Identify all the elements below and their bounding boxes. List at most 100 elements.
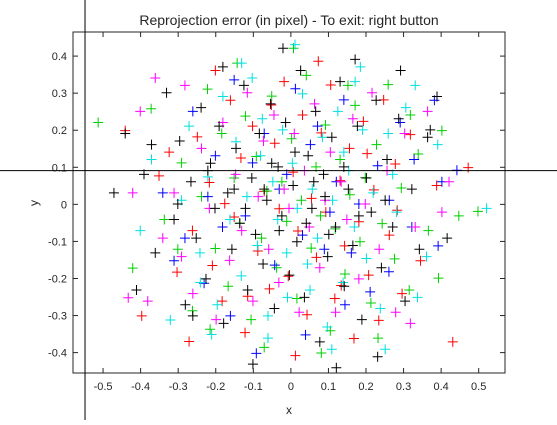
data-point <box>268 110 279 121</box>
data-point <box>339 299 350 310</box>
data-point <box>256 233 267 244</box>
x-axis-ticks: -0.5 -0.4 -0.3 -0.2 -0.1 0 0.1 0.2 0.3 0.4 0.5 <box>94 32 486 393</box>
data-point <box>380 344 391 355</box>
data-point <box>229 211 240 222</box>
data-point <box>392 205 403 216</box>
data-point <box>306 203 317 214</box>
y-tick-label: -0.2 <box>48 273 67 285</box>
data-point <box>277 124 288 135</box>
data-point <box>342 80 353 91</box>
data-point <box>259 342 270 353</box>
y-tick-label: 0.3 <box>52 88 67 100</box>
data-point <box>361 253 372 264</box>
data-point <box>371 139 382 150</box>
data-point <box>127 187 138 198</box>
data-point <box>179 80 190 91</box>
data-point <box>312 233 323 244</box>
data-point <box>325 80 336 91</box>
data-point <box>234 218 245 229</box>
data-point <box>157 233 168 244</box>
data-point <box>294 307 305 318</box>
data-point <box>280 117 291 128</box>
data-point <box>281 216 292 227</box>
data-point <box>169 214 180 225</box>
data-point <box>276 210 287 221</box>
y-tick-label: -0.3 <box>48 311 67 323</box>
data-point <box>212 299 223 310</box>
data-point <box>356 314 367 325</box>
data-point <box>306 193 317 204</box>
data-point <box>223 281 234 292</box>
data-point <box>324 207 335 218</box>
data-point <box>284 203 294 214</box>
data-point <box>395 65 406 76</box>
data-point <box>274 225 285 236</box>
data-point <box>288 180 299 191</box>
data-point <box>261 186 272 197</box>
data-point <box>350 54 361 65</box>
data-point <box>346 247 357 258</box>
data-point <box>225 95 236 106</box>
data-point <box>433 273 444 284</box>
data-point <box>161 87 172 98</box>
data-point <box>288 167 299 178</box>
data-point <box>409 154 420 165</box>
data-point <box>172 267 183 278</box>
data-point <box>246 173 257 184</box>
axes-background <box>73 32 505 373</box>
data-point <box>396 183 407 194</box>
data-point <box>297 230 308 241</box>
data-point <box>142 296 153 307</box>
chart-title: Reprojection error (in pixel) - To exit:… <box>139 12 438 28</box>
data-point <box>281 247 292 258</box>
data-point <box>405 318 416 329</box>
data-point <box>217 221 228 232</box>
data-point <box>297 110 308 121</box>
data-point <box>301 70 312 81</box>
data-point <box>412 292 423 303</box>
data-point <box>247 72 258 83</box>
data-point <box>225 214 236 225</box>
data-point <box>393 113 404 124</box>
data-point <box>422 132 433 143</box>
data-point <box>277 43 288 54</box>
data-point <box>257 113 268 124</box>
data-point <box>332 106 343 117</box>
data-point <box>286 133 297 144</box>
data-point <box>349 221 360 232</box>
data-point <box>254 128 265 139</box>
data-point <box>180 299 191 310</box>
data-point <box>399 128 410 139</box>
x-tick-label: 0.5 <box>471 381 486 393</box>
data-point <box>231 143 242 154</box>
data-point <box>251 348 262 359</box>
data-point <box>472 206 483 217</box>
x-tick-label: 0.1 <box>321 381 336 393</box>
data-point <box>169 255 180 266</box>
data-point <box>314 262 325 273</box>
data-point <box>293 226 304 237</box>
data-point <box>383 79 394 90</box>
data-point <box>157 187 168 198</box>
data-point <box>350 76 361 87</box>
data-point <box>229 74 240 85</box>
data-point <box>291 236 302 247</box>
data-point <box>267 176 278 187</box>
data-point <box>326 344 337 355</box>
data-point <box>283 271 294 282</box>
data-point <box>360 198 371 209</box>
data-point <box>365 286 376 297</box>
data-point <box>380 195 391 206</box>
data-point <box>235 153 246 164</box>
data-point <box>146 103 157 114</box>
x-tick-label: 0 <box>288 381 294 393</box>
data-point <box>287 158 298 169</box>
data-point <box>187 225 198 236</box>
data-point <box>353 210 364 221</box>
data-point <box>179 233 190 244</box>
data-point <box>315 210 326 221</box>
data-point <box>176 157 187 168</box>
data-point <box>240 111 251 122</box>
data-point <box>240 203 251 214</box>
data-point <box>303 150 314 161</box>
